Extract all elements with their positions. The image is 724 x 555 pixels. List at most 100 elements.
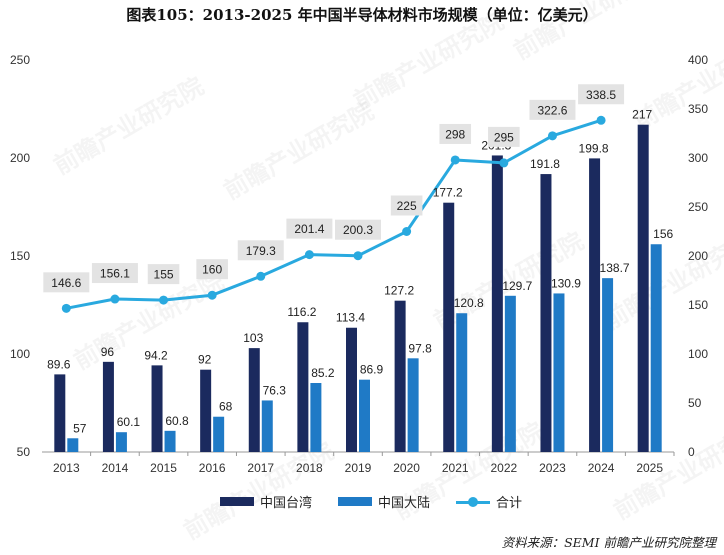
watermark-text: 前瞻产业研究院 — [49, 72, 208, 180]
data-label-mainland: 76.3 — [263, 383, 287, 397]
total-point — [256, 271, 266, 281]
data-label-taiwan: 94.2 — [144, 348, 168, 362]
total-point — [499, 158, 509, 168]
total-label-box — [335, 219, 381, 240]
x-tick-label: 2014 — [102, 461, 129, 475]
bar-mainland — [407, 358, 419, 452]
x-tick-label: 2019 — [345, 461, 372, 475]
y-right-tick-label: 400 — [688, 53, 708, 67]
source-note: 资料来源：SEMI 前瞻产业研究院整理 — [501, 535, 716, 550]
bar-taiwan — [102, 361, 114, 452]
data-label-mainland: 60.1 — [117, 415, 141, 429]
total-label-box — [529, 99, 576, 120]
total-line — [61, 115, 606, 313]
y-right-tick-label: 50 — [688, 396, 702, 410]
legend-swatch-taiwan — [220, 497, 254, 506]
data-label-taiwan: 127.2 — [384, 284, 414, 298]
legend-label-taiwan: 中国台湾 — [260, 496, 313, 511]
total-label-box — [286, 218, 333, 239]
data-label-mainland: 68 — [219, 400, 233, 414]
total-point — [304, 250, 314, 260]
bar-mainland — [602, 278, 614, 452]
total-label-box — [488, 126, 520, 147]
x-tick-label: 2021 — [442, 461, 469, 475]
x-tick-label: 2013 — [53, 461, 80, 475]
watermark-text: 前瞻产业研究院 — [349, 7, 508, 115]
data-label-total: 295 — [494, 130, 514, 144]
data-label-total: 155 — [154, 268, 174, 282]
data-label-total: 338.5 — [586, 88, 616, 102]
data-label-taiwan: 199.8 — [579, 141, 609, 155]
data-label-mainland: 120.8 — [454, 296, 484, 310]
y-left-tick-label: 150 — [10, 249, 30, 263]
total-line-path — [66, 118, 602, 310]
data-label-taiwan: 113.4 — [336, 311, 365, 325]
total-point — [110, 294, 120, 304]
legend-swatch-total — [456, 496, 491, 508]
y-right-tick-label: 0 — [688, 445, 695, 459]
data-label-taiwan: 191.8 — [530, 157, 560, 171]
x-tick-label: 2024 — [588, 461, 615, 475]
data-label-mainland: 86.9 — [360, 363, 384, 377]
data-label-mainland: 57 — [73, 421, 87, 435]
total-label-box — [390, 195, 423, 216]
data-label-taiwan: 92 — [198, 353, 212, 367]
bar-mainland — [67, 438, 79, 452]
data-label-taiwan: 96 — [101, 345, 115, 359]
y-left-tick-label: 100 — [10, 347, 30, 361]
watermark-text: 前瞻产业研究院 — [609, 417, 724, 525]
total-label-box — [439, 123, 472, 144]
total-point — [159, 295, 169, 305]
legend-item-mainland: 中国大陆 — [338, 492, 430, 511]
bar-mainland — [359, 379, 370, 452]
y-right-tick-label: 100 — [688, 347, 708, 361]
watermark-text: 前瞻产业研究院 — [219, 97, 378, 205]
watermark-text: 前瞻产业研究院 — [509, 0, 668, 65]
data-label-mainland: 138.7 — [600, 261, 630, 275]
data-label-total: 200.3 — [343, 223, 373, 237]
data-label-taiwan: 217 — [632, 108, 652, 122]
y-left-tick-label: 50 — [17, 445, 31, 459]
bar-mainland — [650, 244, 662, 452]
bar-mainland — [310, 383, 322, 452]
data-label-total: 225 — [397, 199, 417, 213]
bar-taiwan — [297, 322, 309, 452]
bars — [54, 124, 662, 453]
legend-item-taiwan: 中国台湾 — [220, 492, 312, 511]
bar-taiwan — [248, 348, 260, 452]
total-label-box — [147, 264, 180, 285]
bar-taiwan — [443, 202, 455, 452]
bar-taiwan — [491, 155, 503, 452]
legend-item-total: 合计 — [456, 492, 522, 511]
data-label-total: 160 — [202, 263, 222, 277]
total-point — [402, 227, 412, 236]
legend-swatch-mainland — [338, 497, 373, 506]
data-label-total: 322.6 — [537, 103, 567, 117]
x-tick-label: 2015 — [150, 461, 177, 475]
data-label-mainland: 130.9 — [551, 276, 581, 290]
data-label-mainland: 129.7 — [502, 279, 532, 293]
data-label-mainland: 97.8 — [408, 341, 432, 355]
x-tick-label: 2022 — [490, 461, 517, 475]
total-point — [450, 155, 460, 165]
data-label-total: 179.3 — [246, 244, 276, 258]
total-point — [547, 131, 557, 141]
data-label-taiwan: 103 — [243, 331, 263, 345]
x-tick-label: 2020 — [393, 461, 420, 475]
bar-taiwan — [200, 369, 212, 452]
data-label-taiwan: 177.2 — [433, 186, 463, 200]
bar-taiwan — [346, 327, 357, 452]
bar-taiwan — [637, 124, 649, 453]
y-left-tick-label: 200 — [10, 151, 30, 165]
bar-taiwan — [589, 158, 601, 452]
x-tick-label: 2023 — [539, 461, 566, 475]
y-right-tick-label: 200 — [688, 249, 708, 263]
data-label-total: 201.4 — [294, 222, 324, 236]
data-label-total: 298 — [445, 127, 465, 141]
y-right-tick-label: 300 — [688, 151, 708, 165]
total-label-box — [196, 259, 228, 280]
bar-mainland — [164, 430, 176, 452]
bar-taiwan — [54, 374, 66, 452]
y-left-tick-label: 250 — [10, 53, 30, 67]
